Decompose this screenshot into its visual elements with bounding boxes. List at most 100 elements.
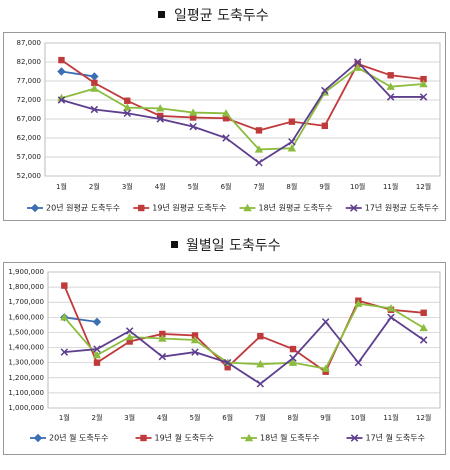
legend-label: 18년 월 도축두수 (260, 433, 319, 443)
legend-label: 17년 원평균 도축두수 (365, 203, 439, 213)
marker (387, 72, 394, 79)
legend-label: 20년 원평균 도축두수 (46, 203, 120, 213)
marker (287, 144, 297, 152)
marker (221, 109, 231, 117)
series-line (60, 59, 424, 132)
marker (30, 203, 40, 213)
y-tick-label: 72,000 (17, 96, 42, 104)
y-tick-label: 1,900,000 (8, 268, 44, 276)
marker (420, 75, 427, 83)
x-tick-label: 9월 (320, 413, 331, 422)
marker (288, 138, 296, 146)
y-tick-label: 1,400,000 (8, 344, 44, 352)
chart-frame (3, 32, 446, 221)
marker (244, 433, 254, 442)
marker (386, 304, 396, 312)
series-line (63, 302, 425, 370)
x-tick-label: 2월 (89, 182, 100, 191)
marker (60, 348, 69, 356)
marker (350, 434, 359, 442)
marker (419, 93, 428, 101)
x-tick-label: 6월 (222, 413, 233, 422)
marker (90, 105, 99, 114)
marker (92, 317, 102, 327)
marker (61, 282, 68, 289)
marker (124, 97, 131, 104)
marker (140, 434, 147, 442)
marker (321, 86, 329, 95)
marker (93, 359, 101, 366)
x-tick-label: 8월 (288, 413, 299, 422)
marker (420, 309, 427, 316)
marker (321, 318, 330, 326)
legend-label: 19년 원평균 도축두수 (152, 203, 226, 213)
marker (419, 79, 428, 88)
y-tick-label: 1,800,000 (8, 283, 44, 291)
y-tick-label: 67,000 (17, 115, 42, 123)
x-tick-label: 9월 (319, 182, 330, 191)
x-tick-label: 3월 (122, 182, 133, 191)
marker (353, 58, 362, 66)
marker (255, 127, 263, 134)
marker (93, 345, 101, 353)
marker (350, 204, 358, 212)
series-line (63, 285, 424, 374)
marker (353, 63, 362, 71)
marker (126, 338, 133, 345)
marker (57, 96, 66, 104)
x-tick-label: 1월 (56, 182, 67, 191)
x-tick-label: 3월 (124, 413, 135, 422)
x-tick-label: 5월 (190, 413, 201, 422)
title-bullet (158, 11, 165, 18)
series-line (64, 316, 98, 323)
x-tick-label: 2월 (92, 413, 103, 422)
x-tick-label: 4월 (157, 413, 168, 422)
marker (138, 204, 145, 212)
plot-area (44, 42, 441, 177)
marker (92, 350, 102, 359)
marker (224, 364, 231, 371)
marker (189, 114, 197, 121)
x-tick-label: 7월 (254, 182, 265, 191)
series-line (61, 70, 95, 78)
legend-label: 18년 원평균 도축두수 (259, 203, 333, 213)
marker (222, 115, 230, 122)
marker (288, 118, 296, 125)
marker (256, 359, 265, 368)
x-tick-label: 10월 (351, 413, 366, 422)
marker (222, 134, 230, 142)
marker (255, 158, 263, 167)
chart-frame (3, 262, 446, 455)
marker (157, 112, 164, 120)
legend-label: 20년 월 도축두수 (49, 433, 108, 443)
marker (33, 433, 43, 443)
series-line (64, 316, 425, 385)
marker (191, 332, 199, 339)
marker (57, 93, 66, 102)
marker (190, 335, 200, 344)
marker (189, 122, 197, 131)
marker (387, 313, 395, 322)
marker (354, 358, 363, 367)
y-tick-label: 77,000 (17, 77, 42, 85)
marker (125, 332, 134, 341)
marker (191, 348, 199, 356)
marker (386, 93, 395, 101)
marker (156, 104, 165, 112)
y-tick-label: 1,300,000 (8, 359, 44, 367)
title-bullet (171, 241, 178, 248)
plot-area (47, 271, 441, 409)
marker (321, 364, 330, 372)
x-tick-label: 11월 (383, 413, 398, 422)
legend-label: 17년 월 도축두수 (366, 433, 425, 443)
x-tick-label: 12월 (416, 182, 431, 191)
marker (223, 358, 232, 367)
series-line (61, 60, 424, 164)
marker (289, 354, 297, 362)
marker (123, 103, 132, 111)
marker (125, 327, 134, 335)
x-tick-label: 5월 (188, 182, 199, 191)
marker (57, 67, 66, 76)
y-tick-label: 62,000 (17, 134, 42, 142)
